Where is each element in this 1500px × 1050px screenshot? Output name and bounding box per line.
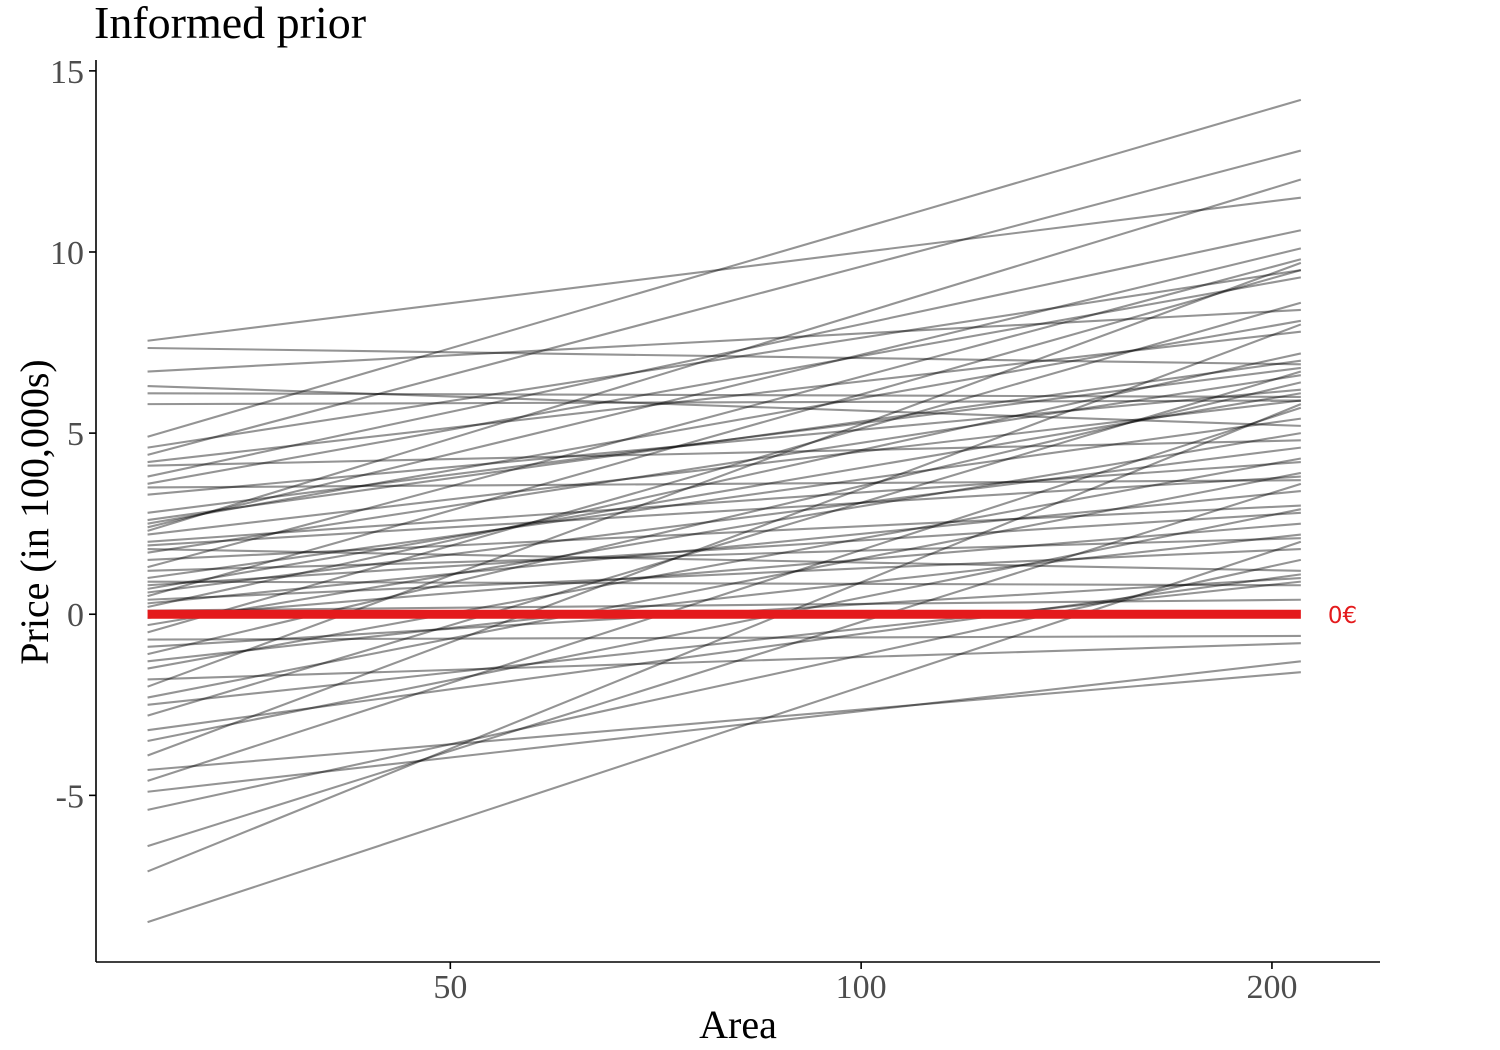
prior-draw-line-44 [147, 381, 1302, 656]
y-axis-title: Price (in 100,000s) [12, 359, 57, 665]
prior-draw-line-30 [147, 580, 1301, 587]
reference-layer: 0€ [147, 603, 1357, 629]
chart-title: Informed prior [94, 0, 366, 48]
prior-draw-line-42 [147, 634, 1301, 641]
zero-reference-label: 0€ [1328, 603, 1357, 629]
y-tick-label: 15 [50, 54, 84, 91]
prior-draw-line-50 [147, 580, 1301, 706]
prior-draw-line-47 [147, 642, 1301, 681]
prior-draw-line-34 [147, 269, 1302, 598]
x-axis-title: Area [699, 1002, 777, 1047]
prior-draw-line-9 [147, 149, 1302, 456]
prior-draw-line-41 [147, 301, 1302, 634]
prior-draw-line-6 [147, 399, 1301, 406]
prior-draw-line-59 [147, 482, 1302, 848]
prior-draw-line-55 [147, 671, 1301, 772]
prior-draw-line-25 [147, 374, 1302, 554]
prior-draw-line-38 [147, 598, 1301, 612]
prior-draw-line-58 [147, 558, 1302, 811]
x-tick-label: 100 [836, 969, 887, 1006]
prior-draw-line-26 [147, 504, 1301, 561]
series-lines [147, 98, 1302, 924]
prior-draw-line-40 [147, 432, 1302, 627]
prior-draw-line-27 [147, 258, 1302, 569]
prior-draw-line-28 [147, 537, 1301, 572]
prior-draw-line-20 [147, 178, 1302, 532]
prior-draw-line-60 [147, 403, 1302, 873]
prior-draw-line-51 [147, 370, 1302, 717]
prior-draw-line-45 [147, 533, 1301, 663]
prior-draw-line-3 [147, 308, 1301, 373]
axes: -5 0 5 10 15 50 100 200 [50, 54, 1380, 1006]
prior-draw-line-22 [147, 461, 1301, 543]
prior-draw-line-33 [147, 446, 1301, 594]
prior-draw-line-46 [147, 457, 1302, 670]
prior-draw-line-8 [147, 269, 1302, 449]
prior-draw-line-21 [147, 399, 1301, 536]
prior-draw-line-57 [147, 660, 1301, 793]
prior-draw-line-23 [147, 475, 1301, 547]
prior-draw-line-1 [147, 196, 1301, 342]
prior-draw-line-61 [147, 540, 1302, 924]
prior-draw-line-56 [147, 406, 1302, 782]
prior-draw-line-16 [147, 366, 1301, 514]
prior-draw-line-32 [147, 392, 1302, 590]
y-tick-label: 0 [67, 597, 84, 634]
prior-draw-line-24 [147, 547, 1301, 572]
prior-draw-line-31 [147, 511, 1301, 587]
prior-draw-line-13 [147, 276, 1302, 485]
x-tick-label: 200 [1246, 969, 1297, 1006]
prior-draw-line-36 [147, 490, 1301, 605]
prior-draw-line-10 [147, 330, 1301, 464]
prior-draw-line-35 [147, 547, 1301, 601]
prior-draw-line-18 [147, 319, 1302, 525]
prior-draw-line-49 [147, 471, 1302, 699]
prior-draw-line-5 [147, 392, 1301, 398]
prior-draw-line-14 [147, 479, 1301, 489]
y-tick-label: 10 [50, 235, 84, 272]
prior-draw-line-29 [147, 417, 1302, 580]
prior-draw-line-11 [147, 439, 1301, 467]
prior-draw-line-19 [147, 247, 1302, 529]
prior-draw-line-4 [147, 384, 1301, 427]
y-tick-label: 5 [67, 416, 84, 453]
prior-draw-line-17 [147, 359, 1302, 522]
prior-draw-line-52 [147, 573, 1301, 732]
prior-draw-line-53 [147, 508, 1302, 743]
prior-draw-line-2 [147, 346, 1301, 366]
prior-draw-line-54 [147, 323, 1302, 757]
prior-draw-line-12 [147, 229, 1302, 478]
x-tick-label: 50 [433, 969, 467, 1006]
prior-draw-line-39 [147, 522, 1301, 619]
prior-draw-line-15 [147, 388, 1301, 496]
y-tick-label: -5 [56, 778, 84, 815]
prior-draw-line-7 [147, 98, 1302, 438]
prior-draw-line-37 [147, 352, 1302, 609]
plot-panel: 0€ -5 0 5 10 15 50 100 200 [50, 54, 1380, 1006]
